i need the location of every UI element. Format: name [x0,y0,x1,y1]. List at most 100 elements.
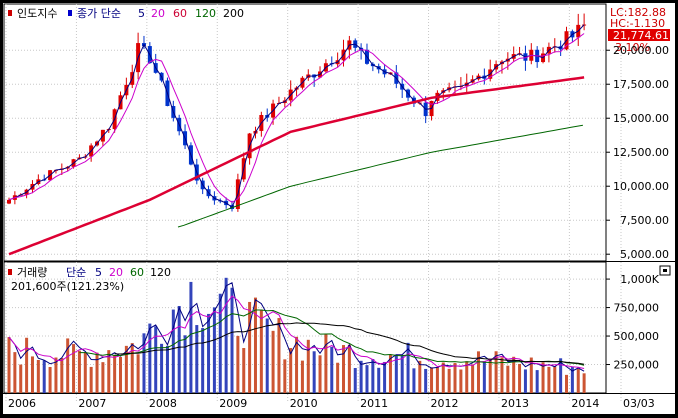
volume-bar [142,333,146,393]
volume-bar [500,357,504,393]
volume-bar [212,307,216,393]
volume-ma-label: 단순 [66,266,86,279]
volume-bar [177,305,181,393]
x-label: 2012 [431,397,459,410]
volume-bar [72,344,76,393]
volume-bar [365,365,369,393]
volume-bar [418,360,422,393]
volume-bar [19,364,23,393]
volume-legend: 거래량 단순 5 20 60 120 201,600주(121.23%) [8,266,171,293]
volume-bar [547,366,551,393]
ma-200-line [177,124,583,228]
volume-bar [83,352,87,393]
ma-5-line [8,24,585,208]
volume-y-label: 1,000K [620,273,659,286]
volume-bar [518,363,522,393]
volume-bar [207,313,211,393]
volume-bar [289,348,293,393]
volume-bar [388,355,392,393]
volume-bar [253,297,257,393]
volume-bar [424,368,428,393]
last-price-tag [608,29,670,41]
ma-5-label: 5 [138,7,145,20]
ma-legend-label: 종가 단순 [77,7,121,20]
volume-bar [306,339,310,393]
chart-frame: 인도지수 종가 단순 5 20 60 120 200 LC:182.88 HC:… [3,3,675,414]
last-price-value: 21,774.61 [613,29,669,42]
volume-bar [113,355,117,393]
volume-bar [236,335,240,393]
volume-bar [183,335,187,393]
volume-bar [300,360,304,393]
volume-bar [476,351,480,393]
candle-body [7,199,11,204]
volume-bar [535,370,539,393]
volume-y-label: 500,000 [614,330,660,343]
volume-bar [124,345,128,393]
change-percent: 3.10% [615,41,650,54]
volume-bar [48,366,52,393]
volume-bar [529,357,533,393]
stock-chart: 인도지수 종가 단순 5 20 60 120 200 LC:182.88 HC:… [3,3,675,410]
ma-20-line [8,33,585,203]
x-label: 2006 [8,397,36,410]
volume-bar [218,293,222,393]
ma-60-label: 60 [173,7,187,20]
volume-bar [488,360,492,393]
volume-bar [242,348,246,393]
volume-bar [77,350,81,393]
volume-bar [441,362,445,393]
collapse-button[interactable] [659,265,671,276]
volume-bar [248,301,252,393]
price-y-label: 7,500.00 [620,214,669,227]
volume-bar [54,357,58,393]
volume-bar [576,369,580,393]
volume-bar [130,343,134,393]
volume-ma-20-label: 20 [109,266,123,279]
volume-ma-5-label: 5 [95,266,102,279]
x-label: 2010 [290,397,318,410]
x-label: 2011 [360,397,388,410]
volume-bar [101,362,105,393]
price-y-label: 15,000.00 [613,112,669,125]
price-y-label: 10,000.00 [613,180,669,193]
volume-ma-120-label: 120 [150,266,171,279]
volume-bar [377,367,381,393]
volume-bar [283,359,287,393]
volume-bar [342,345,346,393]
volume-ma-60-line [79,309,585,366]
volume-bar [259,309,263,393]
volume-bar [353,368,357,393]
volume-bar [230,287,234,393]
collapse-icon [663,269,667,272]
volume-bar [165,345,169,393]
volume-bar [459,369,463,393]
volume-y-label: 750,000 [614,302,660,315]
volume-y-label: 250,000 [614,359,660,372]
price-legend-title: 인도지수 [17,7,57,20]
volume-bar [559,358,563,393]
volume-bar [471,364,475,393]
volume-bar [30,356,34,393]
volume-bar [42,360,46,393]
volume-bar [95,352,99,393]
volume-bar [330,346,334,393]
price-legend-marker [8,10,12,16]
volume-bar [406,342,410,393]
price-y-label: 12,500.00 [613,146,669,159]
volume-bar [136,354,140,393]
volume-bar [447,368,451,393]
volume-bar [277,318,281,393]
ma-legend-marker [68,10,72,16]
volume-bar [13,352,17,393]
volume-current: 201,600주(121.23%) [11,280,124,293]
x-label: 2007 [78,397,106,410]
x-label: 2013 [501,397,529,410]
volume-bar [201,328,205,393]
volume-bar [154,326,158,393]
volume-bar [383,361,387,393]
volume-bar [25,337,29,393]
volume-bar [36,359,40,393]
volume-bar [430,367,434,393]
volume-bar [195,325,199,393]
